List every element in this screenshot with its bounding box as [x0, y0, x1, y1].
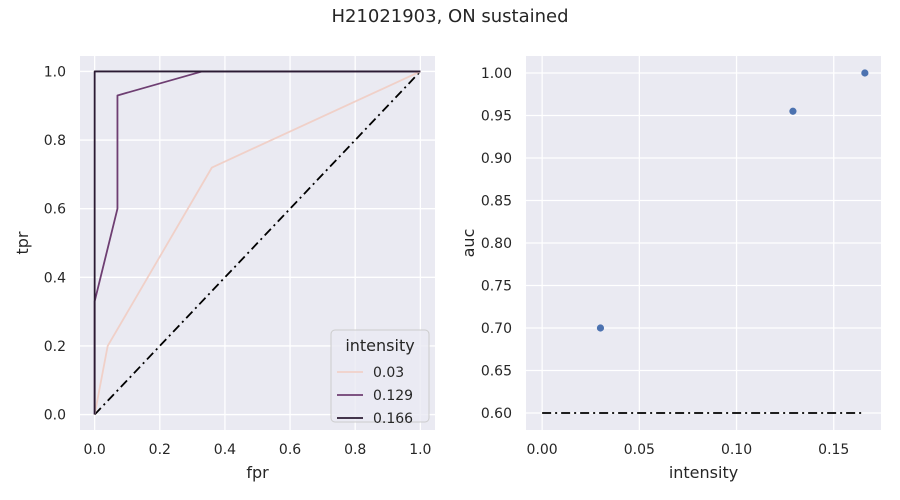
roc-curve-0.166	[93, 70, 421, 415]
y-tick-label: 0.6	[44, 202, 66, 218]
legend-label: 0.129	[373, 388, 413, 404]
y-tick-label: 0.95	[481, 109, 512, 125]
x-tick-label: 0.0	[84, 442, 106, 458]
y-axis-label: tpr	[13, 231, 32, 254]
legend-label: 0.166	[373, 411, 413, 427]
y-tick-label: 0.2	[44, 339, 66, 355]
y-tick-label: 0.4	[44, 270, 66, 286]
x-tick-label: 0.4	[214, 442, 236, 458]
x-tick-label: 0.2	[149, 442, 171, 458]
y-tick-label: 0.75	[481, 279, 512, 295]
x-tick-label: 1.0	[409, 442, 431, 458]
y-tick-label: 0.70	[481, 321, 512, 337]
y-tick-label: 0.65	[481, 364, 512, 380]
x-tick-label: 0.05	[624, 442, 655, 458]
x-axis-label: intensity	[669, 463, 738, 482]
y-tick-label: 0.90	[481, 151, 512, 167]
legend-box	[330, 329, 430, 423]
x-tick-label: 0.00	[527, 442, 558, 458]
y-tick-label: 1.0	[44, 64, 66, 80]
y-tick-label: 1.00	[481, 66, 512, 82]
x-tick-label: 0.8	[344, 442, 366, 458]
x-tick-label: 0.15	[818, 442, 849, 458]
legend-label: 0.03	[373, 365, 404, 381]
scatter-point	[861, 69, 869, 77]
y-tick-label: 0.80	[481, 236, 512, 252]
y-axis-label: auc	[459, 229, 478, 258]
legend-title: intensity	[345, 336, 414, 355]
legend: intensity 0.03 0.129 0.166	[330, 329, 430, 427]
y-tick-label: 0.8	[44, 133, 66, 149]
x-tick-label: 0.10	[721, 442, 752, 458]
x-axis-label: fpr	[246, 463, 269, 482]
scatter-point	[789, 107, 797, 115]
roc-curve-0.03	[93, 70, 421, 415]
scatter-point	[596, 324, 605, 332]
panel-2: 0.00 0.05 0.10 0.15 0.60 0.65 0.70 0.75 0.80 0.85…	[459, 56, 881, 482]
panel-1: 0.0 0.2 0.4 0.6 0.8 1.0 0.0 0.2 0.4 0.6 0.8 1.0 fpr t…	[13, 56, 435, 482]
y-tick-label: 0.85	[481, 194, 512, 210]
y-tick-label: 0.60	[481, 406, 512, 422]
figure-title: H21021903, ON sustained	[331, 6, 569, 27]
reference-line	[94, 70, 421, 416]
y-tick-label: 0.0	[44, 408, 66, 424]
x-tick-label: 0.6	[279, 442, 301, 458]
